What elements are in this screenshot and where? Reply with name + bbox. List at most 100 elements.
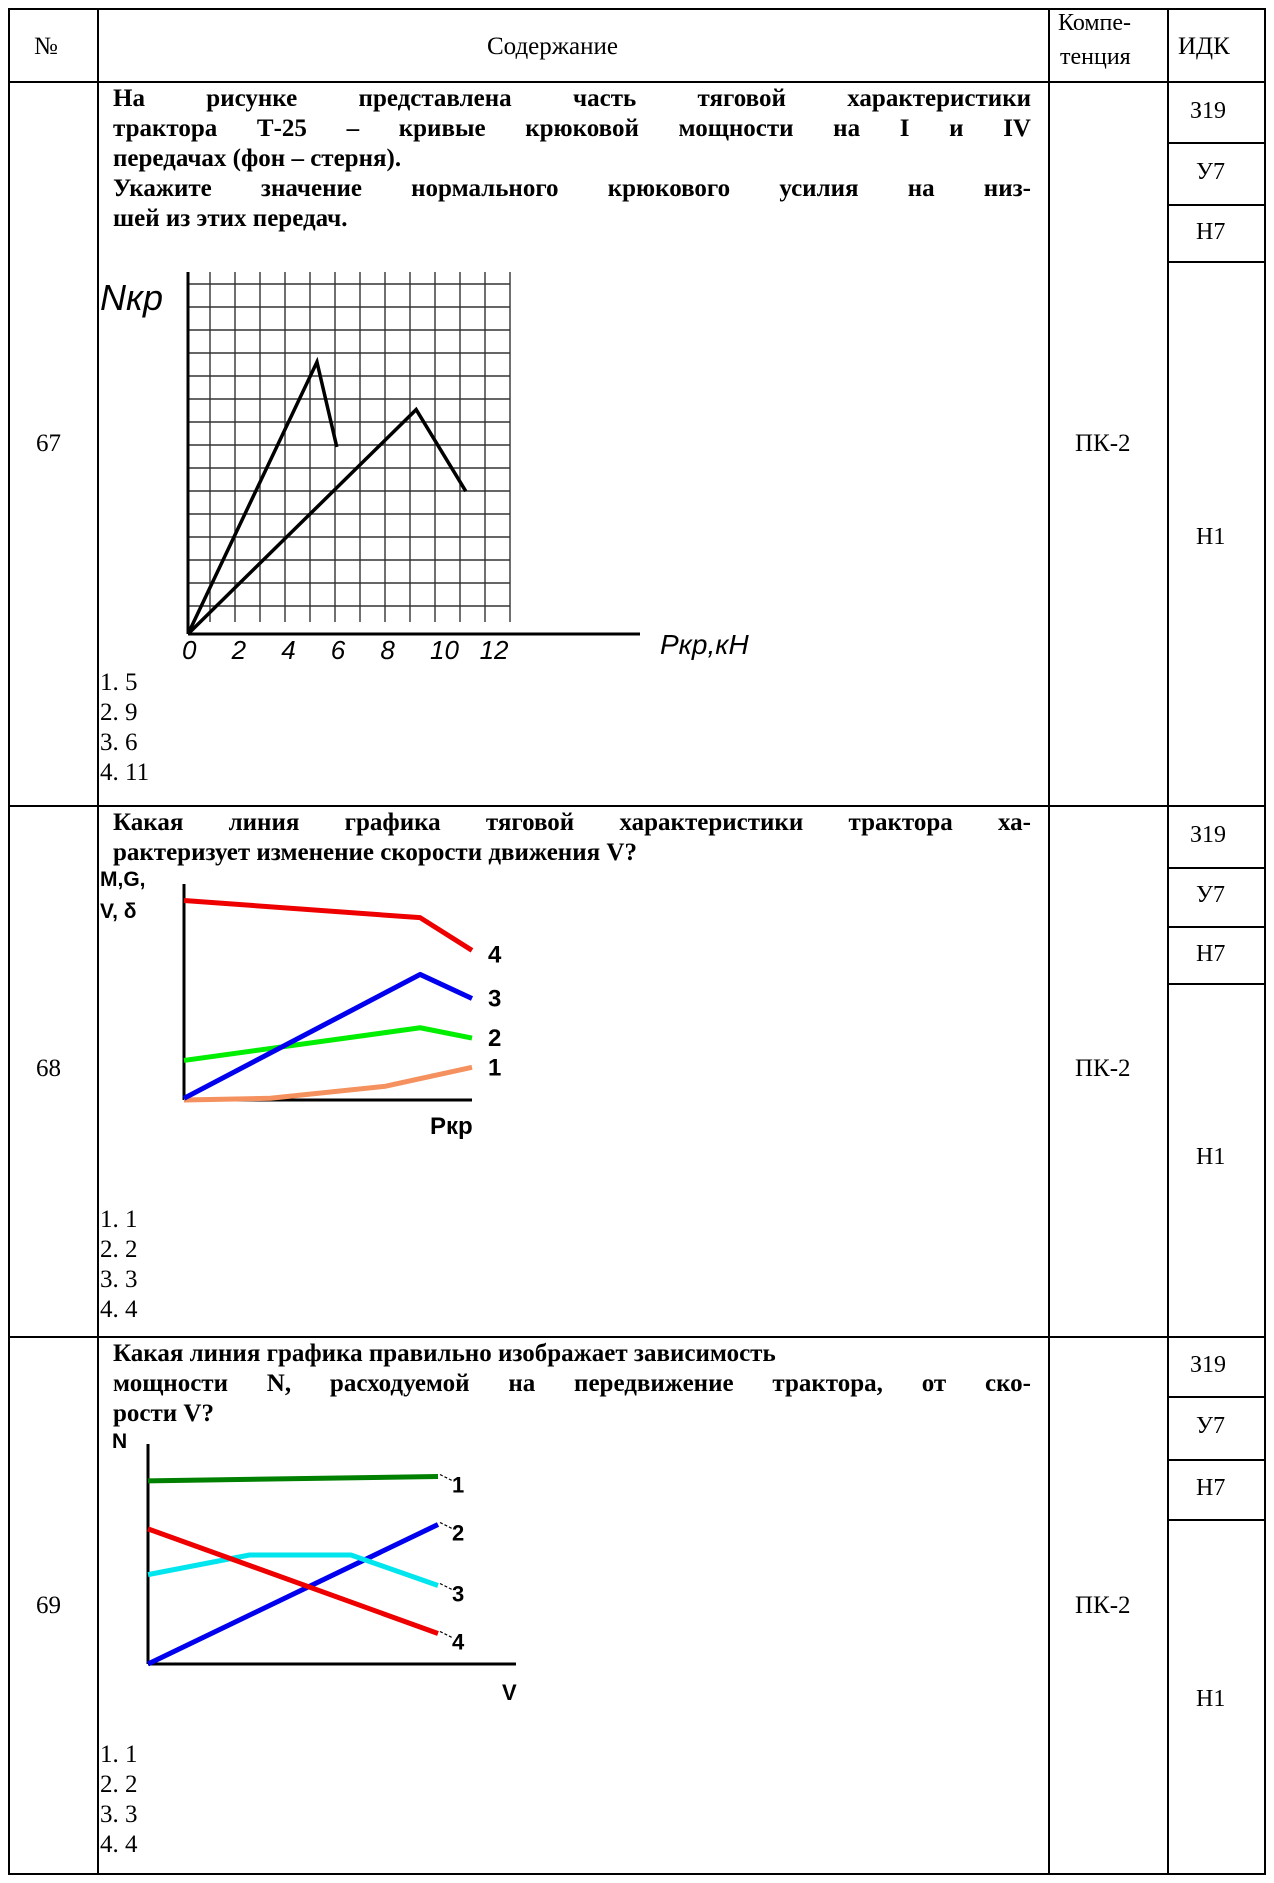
series-line-3	[147, 1552, 439, 1588]
idk-subline	[1167, 983, 1266, 985]
series-line-3	[182, 971, 474, 1101]
header-num: №	[34, 33, 58, 60]
answer-option[interactable]: 1. 5	[100, 669, 138, 696]
table-border-bottom	[8, 1873, 1266, 1875]
series-leader-3	[439, 1582, 453, 1591]
question-line: На рисунке представлена часть тяговой ха…	[113, 85, 1031, 112]
series-label-3: 3	[488, 986, 501, 1013]
answer-option[interactable]: 4. 4	[100, 1831, 138, 1858]
idk-code: У7	[1196, 1413, 1225, 1439]
row-68-bottom-line	[8, 1336, 1266, 1338]
series-leader-1	[439, 1473, 453, 1482]
question-line: передачах (фон – стерня).	[113, 145, 402, 172]
question-line: Какая линия графика тяговой характеристи…	[113, 809, 1031, 836]
idk-subline	[1167, 867, 1266, 869]
idk-subline	[1167, 1396, 1266, 1398]
competence-code: ПК-2	[1075, 430, 1131, 457]
y-axis-label: N	[112, 1430, 127, 1453]
series-label-4: 4	[488, 941, 502, 968]
series-line-4	[147, 1526, 439, 1636]
series-labels: 12 3 4	[488, 941, 502, 1081]
idk-subline	[1167, 926, 1266, 928]
x-tick-label: 12	[480, 635, 509, 665]
question-text: Какая линия графика правильно изображает…	[113, 1339, 1031, 1429]
col-line-num	[97, 8, 99, 1875]
idk-code: Н1	[1196, 524, 1226, 550]
series-label-1: 1	[488, 1054, 501, 1081]
idk-code: З19	[1190, 98, 1227, 124]
question-line: рости V?	[113, 1400, 214, 1427]
x-tick-label: 0	[182, 635, 197, 665]
header-bottom-line	[8, 81, 1266, 83]
series-line-1	[186, 356, 339, 635]
table-border-top	[8, 8, 1266, 10]
question-line: рактеризует изменение скорости движения …	[113, 839, 637, 866]
answer-options: 1. 5 2. 9 3. 6 4. 11	[100, 668, 149, 788]
idk-subline	[1167, 204, 1266, 206]
idk-subline	[1167, 261, 1266, 263]
series-line-2	[183, 1025, 473, 1063]
y-axis-label: Nкр	[100, 277, 163, 318]
header-content: Содержание	[487, 33, 618, 60]
idk-subline	[1167, 142, 1266, 144]
y-axis-label: V, δ	[100, 900, 136, 923]
series-line-2	[146, 1522, 440, 1667]
question-text: На рисунке представлена часть тяговой ха…	[113, 84, 1031, 234]
idk-subline	[1167, 1459, 1266, 1461]
competence-code: ПК-2	[1075, 1592, 1131, 1619]
header-competence-line2: тенция	[1060, 44, 1131, 70]
series-label-2: 2	[452, 1520, 464, 1545]
question-line: трактора Т-25 – кривые крюковой мощности…	[113, 115, 1031, 142]
chart-axes	[182, 884, 472, 1102]
series-label-3: 3	[452, 1582, 464, 1607]
answer-option[interactable]: 2. 2	[100, 1236, 138, 1263]
header-idk: ИДК	[1178, 33, 1230, 60]
header-competence-line1: Компе-	[1058, 10, 1132, 36]
chart-axes	[186, 272, 640, 636]
question-line: Какая линия графика правильно изображает…	[113, 1340, 776, 1367]
idk-code: З19	[1190, 1352, 1227, 1378]
answer-option[interactable]: 3. 3	[100, 1266, 138, 1293]
col-line-competence	[1167, 8, 1169, 1875]
x-axis-label: Pкр	[430, 1113, 473, 1140]
answer-option[interactable]: 3. 6	[100, 729, 138, 756]
question-line: шей из этих передач.	[113, 205, 348, 232]
y-axis-label: M,G,	[100, 868, 146, 891]
series-leader-2	[439, 1521, 453, 1530]
series-label-2: 2	[488, 1025, 501, 1052]
x-tick-label: 4	[281, 635, 295, 665]
idk-code: Н1	[1196, 1686, 1226, 1712]
table-border-right	[1264, 8, 1266, 1875]
question-line: Укажите значение нормального крюкового у…	[113, 175, 1031, 202]
chart-hook-power: 0 2 4 6 8 10 12 Nкр Pкр,кН	[100, 272, 749, 665]
idk-code: Н7	[1196, 219, 1226, 245]
series-line-1	[183, 1064, 473, 1103]
answer-option[interactable]: 2. 9	[100, 699, 138, 726]
series-line-4	[183, 897, 474, 953]
chart-grid	[188, 272, 511, 622]
answer-option[interactable]: 4. 11	[100, 759, 150, 786]
competence-code: ПК-2	[1075, 1055, 1131, 1082]
chart-power-vs-speed: 1 2 3 4 N V	[112, 1430, 517, 1705]
answer-option[interactable]: 1. 1	[100, 1206, 138, 1233]
series-leader-4	[439, 1630, 453, 1639]
x-axis-label: Pкр,кН	[660, 629, 749, 660]
answer-option[interactable]: 4. 4	[100, 1296, 138, 1323]
idk-code: З19	[1190, 822, 1227, 848]
idk-subline	[1167, 1519, 1266, 1521]
table-border-left	[8, 8, 10, 1875]
series-line-2	[186, 406, 468, 636]
x-tick-labels: 0 2 4 6 8 10 12	[182, 635, 509, 665]
answer-option[interactable]: 1. 1	[100, 1741, 138, 1768]
idk-code: Н7	[1196, 1475, 1226, 1501]
answer-option[interactable]: 2. 2	[100, 1771, 138, 1798]
chart-series	[182, 897, 474, 1103]
chart-series	[146, 1474, 440, 1667]
x-tick-label: 6	[331, 635, 346, 665]
series-line-1	[147, 1474, 439, 1484]
idk-code: Н1	[1196, 1144, 1226, 1170]
row-67-bottom-line	[8, 805, 1266, 807]
question-line: мощности N, расходуемой на передвижение …	[113, 1370, 1031, 1397]
answer-option[interactable]: 3. 3	[100, 1801, 138, 1828]
